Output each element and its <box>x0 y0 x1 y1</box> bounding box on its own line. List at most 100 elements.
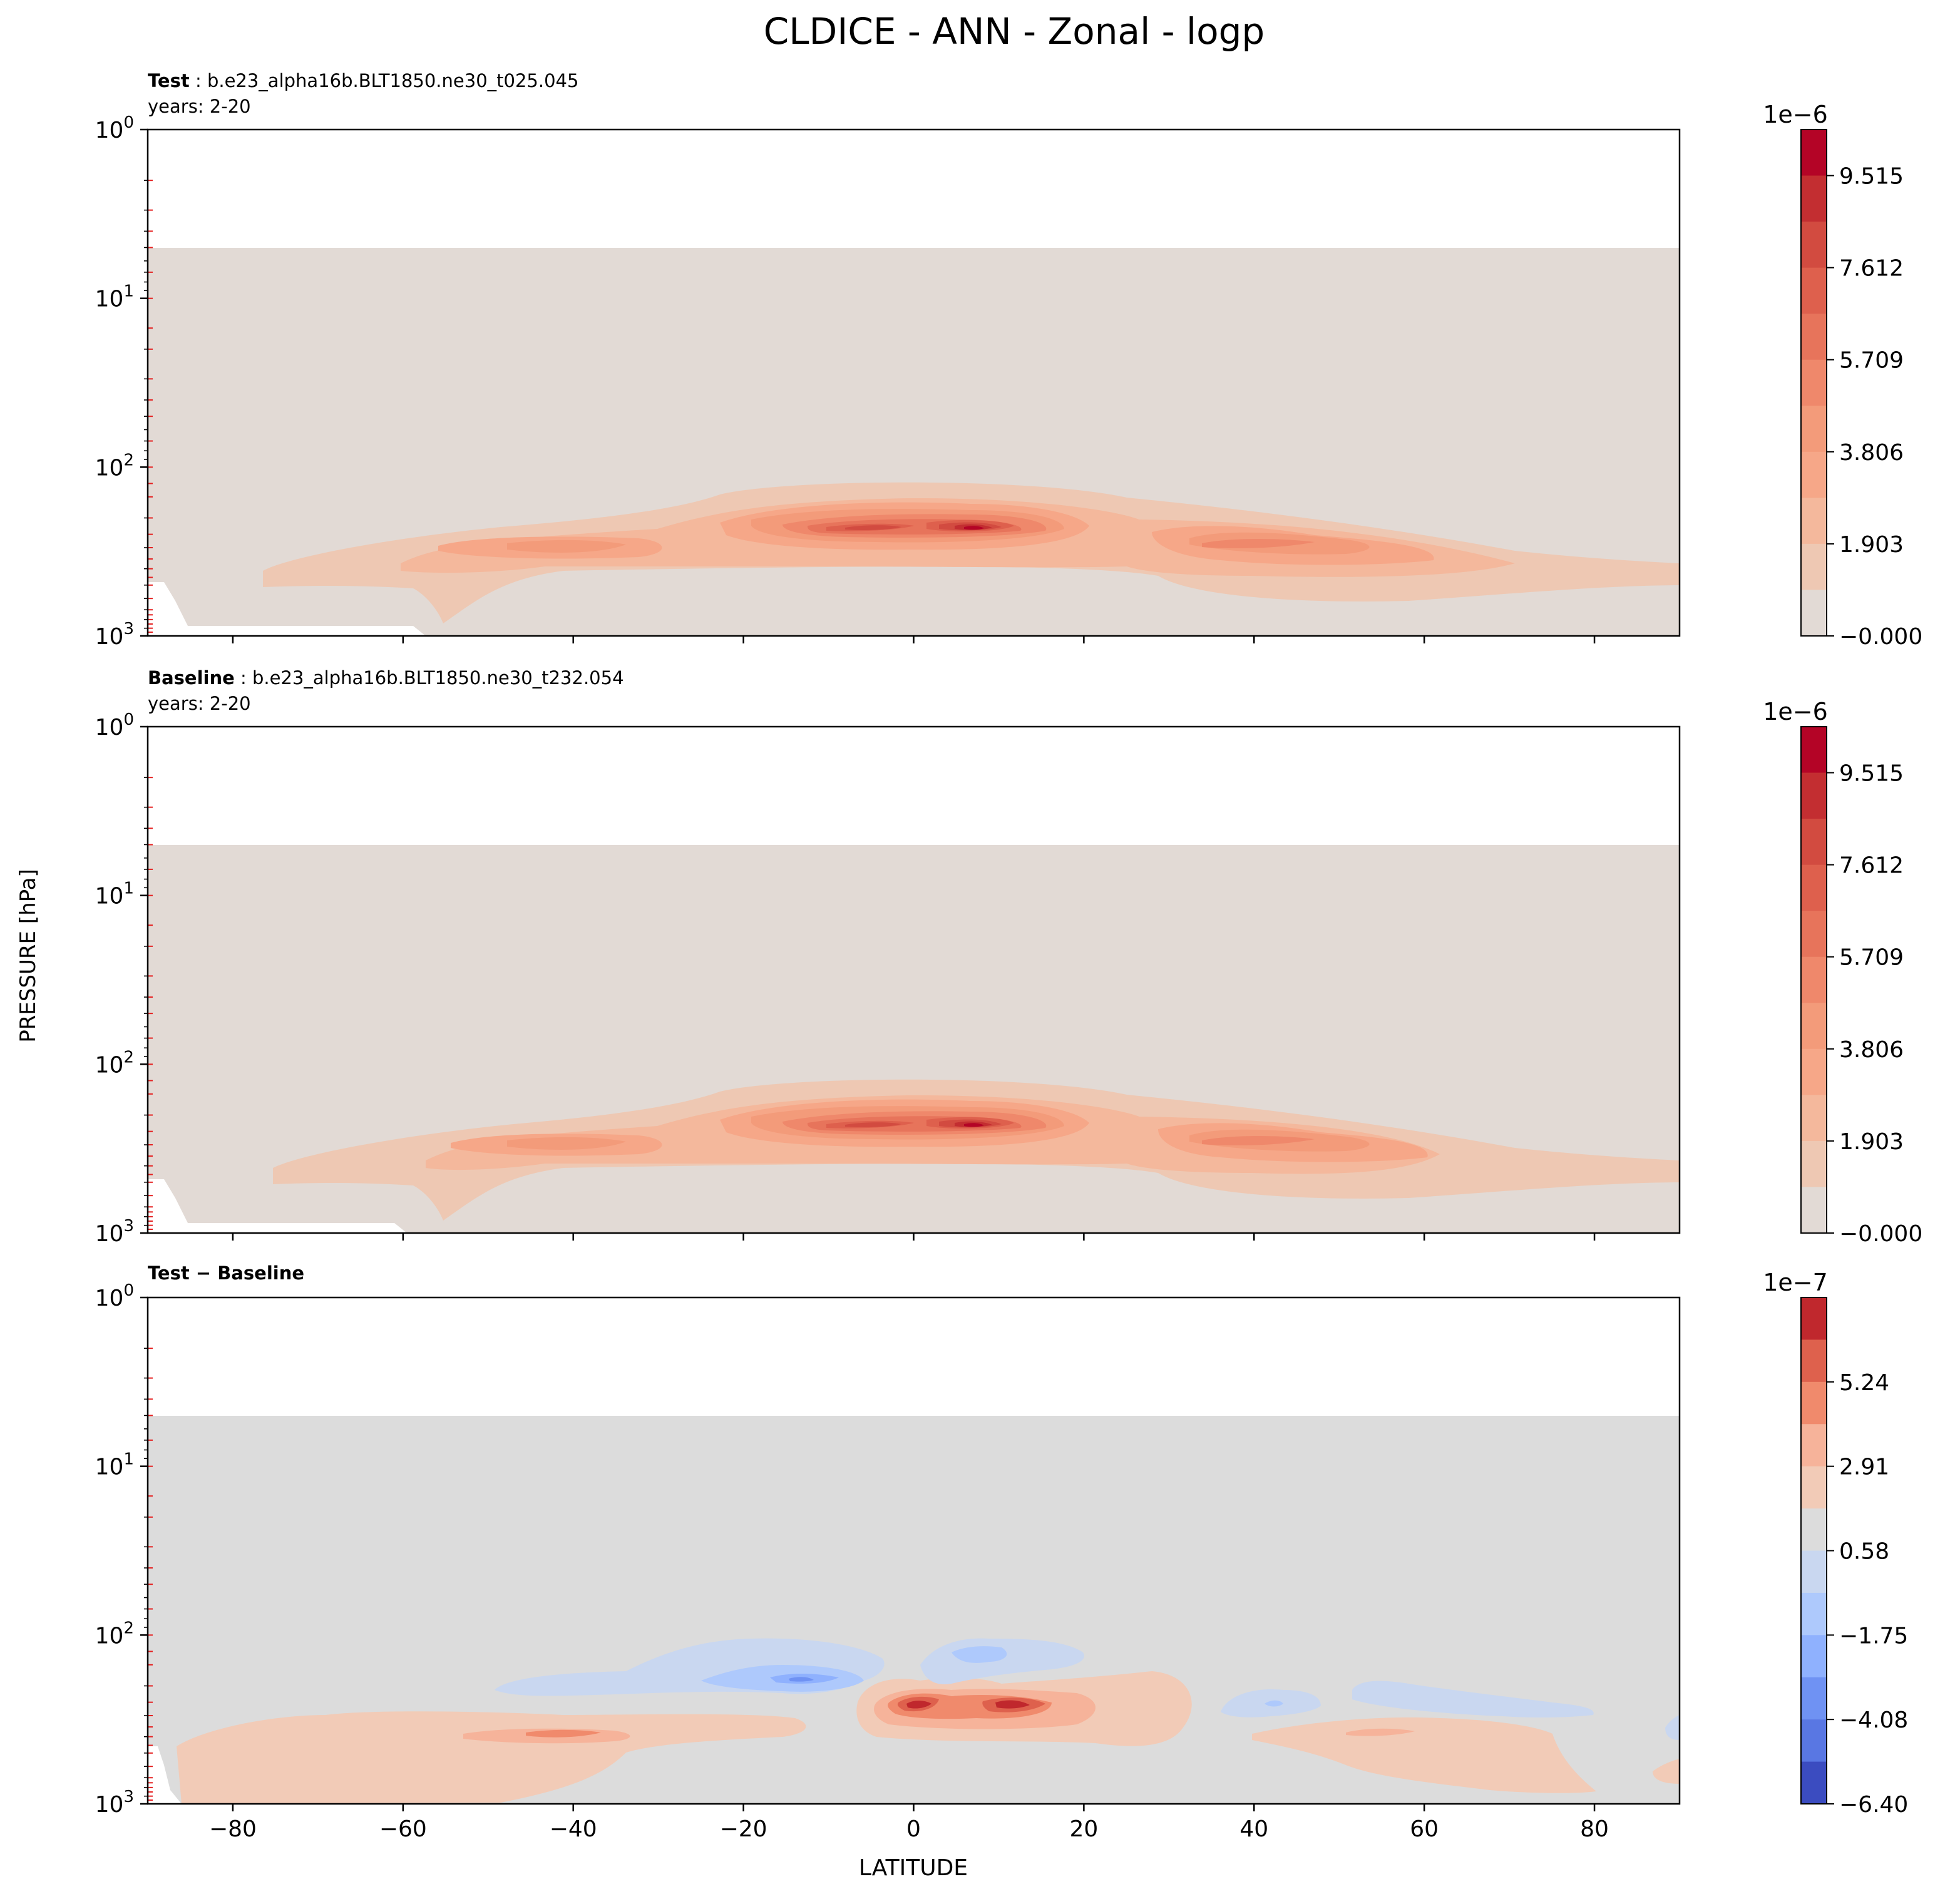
panel-test-colorbar-bands <box>1801 130 1827 637</box>
panel-baseline-label-bold: Baseline <box>148 667 235 688</box>
panel-diff-plot: −80 −60 −40 −20 0 20 40 60 80 100 101 102 103 <box>95 1281 1681 1842</box>
x-tick-label: 0 <box>906 1816 921 1842</box>
colorbar-band <box>1801 267 1827 314</box>
x-tick-label: 40 <box>1239 1816 1268 1842</box>
colorbar-band <box>1801 727 1827 774</box>
panel-baseline-plot: 100 101 102 103 <box>95 710 1681 1247</box>
panel-baseline-contours <box>273 1079 1680 1221</box>
colorbar-band <box>1801 359 1827 406</box>
panel-test-colorbar-frame <box>1800 129 1827 637</box>
panel-test-colorbar: 1e−6 9.515 7.612 5.709 3.806 1.903 −0.000 <box>1763 101 1922 650</box>
colorbar-band <box>1801 1424 1827 1467</box>
y-tick-label: 103 <box>95 1788 134 1818</box>
colorbar-tick-label: 7.612 <box>1839 256 1904 282</box>
y-tick-label: 102 <box>95 1619 134 1649</box>
y-tick-label: 101 <box>95 879 134 909</box>
panel-diff-colorbar-ticks: 5.24 2.91 0.58 −1.75 −4.08 −6.40 <box>1827 1370 1908 1818</box>
panel-diff-label: Test − Baseline <box>148 1262 304 1284</box>
y-tick-label: 102 <box>95 1048 134 1078</box>
panel-test-colorbar-ticks: 9.515 7.612 5.709 3.806 1.903 −0.000 <box>1827 164 1922 650</box>
colorbar-band <box>1801 314 1827 361</box>
panel-test-label-text: : b.e23_alpha16b.BLT1850.ne30_t025.045 <box>195 70 578 91</box>
x-tick-label: −60 <box>379 1816 427 1842</box>
panel-diff-colorbar-bands <box>1801 1298 1827 1804</box>
colorbar-tick-label: 2.91 <box>1839 1455 1889 1480</box>
panel-test-label: Test : b.e23_alpha16b.BLT1850.ne30_t025.… <box>148 70 578 91</box>
panel-test-plot: 100 101 102 103 <box>95 113 1681 650</box>
panel-diff: Test − Baseline <box>95 1262 1909 1842</box>
colorbar-band <box>1801 1381 1827 1425</box>
colorbar-band <box>1801 956 1827 1003</box>
colorbar-tick-label: −1.75 <box>1839 1623 1908 1649</box>
x-tick-label: −40 <box>550 1816 597 1842</box>
panel-baseline-colorbar: 1e−6 9.515 7.612 5.709 3.806 1.903 −0.000 <box>1763 698 1922 1247</box>
panel-diff-colorbar-exponent: 1e−7 <box>1763 1269 1828 1296</box>
colorbar-tick-label: −4.08 <box>1839 1707 1908 1733</box>
panel-baseline-colorbar-frame <box>1800 726 1827 1234</box>
x-tick-label: 20 <box>1069 1816 1098 1842</box>
colorbar-band <box>1801 175 1827 222</box>
panel-baseline-yticks: 100 101 102 103 <box>95 710 148 1247</box>
colorbar-band <box>1801 1095 1827 1142</box>
colorbar-tick-label: 1.903 <box>1839 532 1904 558</box>
colorbar-band <box>1801 864 1827 911</box>
panel-test-colorbar-exponent: 1e−6 <box>1763 101 1828 128</box>
colorbar-band <box>1801 1635 1827 1678</box>
colorbar-tick-label: 9.515 <box>1839 761 1904 787</box>
x-tick-label: −20 <box>720 1816 767 1842</box>
colorbar-tick-label: −0.000 <box>1839 624 1922 650</box>
y-tick-label: 100 <box>95 710 134 740</box>
panel-diff-yticks: 100 101 102 103 <box>95 1281 148 1818</box>
panel-test-yticks: 100 101 102 103 <box>95 113 148 650</box>
colorbar-band <box>1801 911 1827 958</box>
panel-test: Test : b.e23_alpha16b.BLT1850.ne30_t025.… <box>95 70 1923 650</box>
panel-baseline-label-text: : b.e23_alpha16b.BLT1850.ne30_t232.054 <box>240 667 623 688</box>
colorbar-band <box>1801 1508 1827 1551</box>
colorbar-tick-label: 9.515 <box>1839 164 1904 190</box>
colorbar-band <box>1801 1339 1827 1383</box>
panel-test-model-levels <box>148 180 153 637</box>
y-tick-label: 100 <box>95 1281 134 1311</box>
y-tick-label: 101 <box>95 1450 134 1480</box>
panel-test-label-bold: Test <box>148 70 190 91</box>
colorbar-tick-label: 0.58 <box>1839 1539 1889 1565</box>
colorbar-band <box>1801 1677 1827 1720</box>
colorbar-band <box>1801 1298 1827 1340</box>
panel-baseline-model-levels <box>148 777 153 1234</box>
colorbar-tick-label: 3.806 <box>1839 1037 1904 1063</box>
shared-ylabel: PRESSURE [hPa] <box>16 869 41 1042</box>
colorbar-band <box>1801 130 1827 177</box>
colorbar-band <box>1801 1592 1827 1635</box>
colorbar-tick-label: 7.612 <box>1839 853 1904 879</box>
panel-baseline-xticks <box>232 1233 1596 1241</box>
panel-diff-gap <box>148 1746 182 1804</box>
colorbar-band <box>1801 1550 1827 1594</box>
colorbar-band <box>1801 1140 1827 1187</box>
figure-title: CLDICE - ANN - Zonal - logp <box>764 10 1265 53</box>
y-tick-label: 101 <box>95 282 134 312</box>
colorbar-tick-label: 5.709 <box>1839 945 1904 971</box>
colorbar-tick-label: 5.709 <box>1839 348 1904 374</box>
panel-baseline-years: years: 2-20 <box>148 693 251 714</box>
colorbar-band <box>1801 451 1827 498</box>
panel-diff-colorbar: 1e−7 5.24 2.91 0.58 −1.75 −4.08 −6.40 <box>1763 1269 1908 1818</box>
panel-diff-contours <box>177 1638 1680 1804</box>
colorbar-band <box>1801 819 1827 866</box>
panel-baseline-colorbar-exponent: 1e−6 <box>1763 698 1828 725</box>
panel-baseline-colorbar-bands <box>1801 727 1827 1234</box>
colorbar-band <box>1801 1466 1827 1509</box>
panel-test-contours <box>263 482 1680 623</box>
colorbar-band <box>1801 1003 1827 1050</box>
panel-test-gap <box>148 582 426 636</box>
colorbar-tick-label: 1.903 <box>1839 1129 1904 1155</box>
y-tick-label: 102 <box>95 451 134 481</box>
colorbar-band <box>1801 1048 1827 1095</box>
colorbar-band <box>1801 222 1827 269</box>
panel-diff-label-bold: Test − Baseline <box>148 1262 304 1284</box>
colorbar-tick-label: 3.806 <box>1839 440 1904 466</box>
y-tick-label: 103 <box>95 620 134 650</box>
colorbar-band <box>1801 1761 1827 1804</box>
colorbar-tick-label: 5.24 <box>1839 1370 1889 1396</box>
panel-baseline: Baseline : b.e23_alpha16b.BLT1850.ne30_t… <box>95 667 1923 1247</box>
